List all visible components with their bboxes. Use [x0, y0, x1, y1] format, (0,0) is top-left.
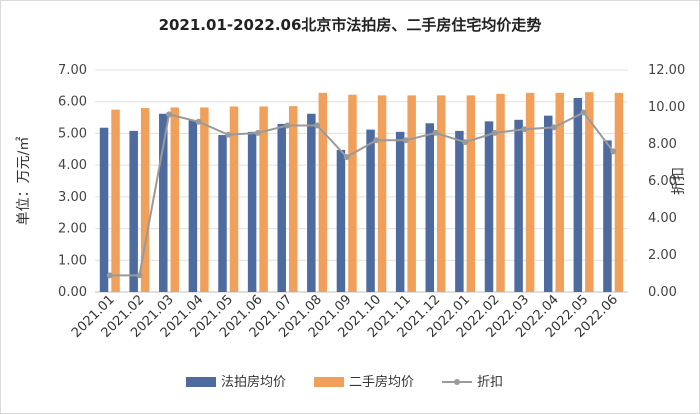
y-tick-right: 0.00 [648, 285, 677, 300]
bar [259, 106, 268, 292]
y-tick-left: 4.00 [58, 158, 87, 173]
bar [111, 109, 120, 293]
bar [366, 129, 375, 292]
line-point [550, 124, 557, 131]
bar [407, 95, 416, 292]
legend-label: 折扣 [477, 375, 503, 390]
legend-swatch [186, 377, 216, 387]
bar [395, 131, 405, 292]
bar [614, 92, 624, 292]
line-series [109, 111, 614, 277]
y-tick-left: 5.00 [58, 126, 87, 141]
y-axis-label-left: 单位：万元/㎡ [16, 137, 32, 226]
bar [496, 93, 505, 293]
bar [288, 106, 298, 292]
bar [99, 127, 109, 292]
bar [188, 120, 198, 292]
bar [318, 92, 328, 292]
bar [129, 130, 138, 292]
bar [218, 135, 227, 292]
bar [484, 121, 494, 293]
line-point [373, 137, 380, 144]
y-tick-left: 2.00 [58, 222, 87, 237]
y-tick-left: 3.00 [58, 190, 87, 205]
legend-swatch [314, 377, 344, 387]
y-tick-left: 0.00 [58, 285, 87, 300]
y-tick-left: 1.00 [58, 253, 87, 268]
bar [525, 92, 535, 292]
line-point [284, 122, 291, 129]
legend-label: 法拍房均价 [221, 374, 286, 390]
line-point [580, 109, 587, 116]
y-tick-left: 7.00 [58, 63, 87, 78]
y-tick-left: 6.00 [58, 95, 87, 110]
line-point [610, 148, 617, 155]
line-point [402, 137, 409, 144]
y-tick-right: 10.00 [648, 100, 685, 115]
y-tick-right: 4.00 [648, 211, 677, 226]
bar [229, 106, 239, 292]
bar [140, 108, 150, 292]
bar [348, 94, 357, 292]
line-point [432, 129, 439, 136]
bar [336, 149, 346, 292]
bar [247, 131, 257, 292]
y-tick-right: 2.00 [648, 248, 677, 263]
chart-title: 2021.01-2022.06北京市法拍房、二手房住宅均价走势 [158, 16, 542, 34]
bar [466, 95, 476, 292]
bar [425, 123, 435, 292]
y-tick-right: 6.00 [648, 174, 677, 189]
legend: 法拍房均价 二手房均价 折扣 [186, 374, 503, 390]
bar [555, 92, 564, 292]
bar [277, 123, 286, 293]
line-point [343, 153, 350, 160]
bar [514, 119, 523, 292]
line-point [195, 118, 202, 125]
y-tick-right: 8.00 [648, 137, 677, 152]
line-point [106, 272, 113, 279]
y-axis-label-right: 折扣 [671, 167, 687, 195]
legend-label: 二手房均价 [349, 374, 414, 390]
line-point [225, 131, 232, 138]
bar [437, 95, 446, 292]
legend-marker [454, 379, 460, 385]
line-point [314, 122, 321, 129]
bar [200, 107, 209, 293]
y-tick-right: 12.00 [648, 63, 685, 78]
bar [573, 97, 583, 292]
bar [307, 113, 316, 292]
line-point [166, 111, 173, 118]
bar [603, 140, 612, 292]
line-point [254, 129, 261, 136]
line-point [491, 129, 498, 136]
bar [585, 92, 594, 292]
bar [159, 113, 168, 292]
bar [170, 107, 180, 293]
bar [455, 130, 464, 292]
line-point [462, 139, 469, 146]
line-point [136, 272, 143, 279]
bar [543, 115, 553, 292]
bar [377, 95, 387, 292]
line-point [521, 126, 528, 133]
